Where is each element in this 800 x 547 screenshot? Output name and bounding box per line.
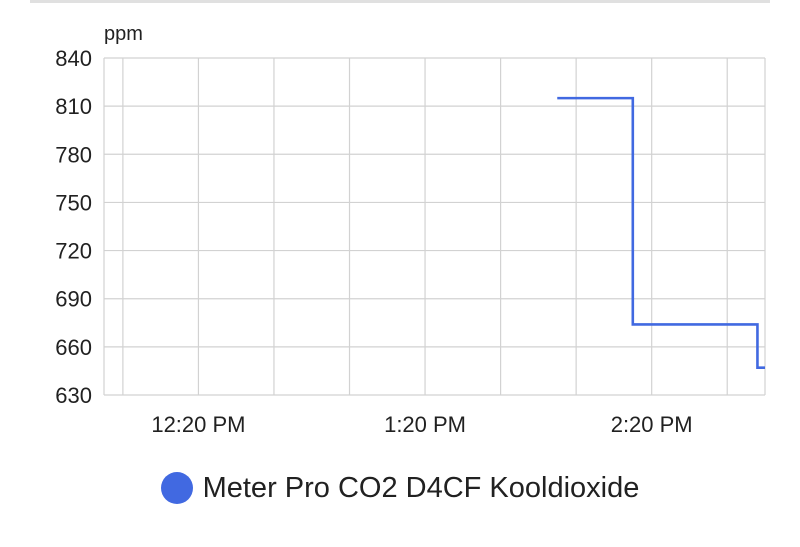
legend-item[interactable]: Meter Pro CO2 D4CF Kooldioxide [0, 468, 800, 508]
y-tick-label: 660 [55, 335, 92, 360]
legend-swatch-icon [160, 472, 193, 504]
grid [103, 57, 766, 396]
y-tick-label: 690 [55, 287, 92, 312]
x-axis-labels: 12:20 PM 1:20 PM 2:20 PM [151, 412, 692, 437]
y-axis-labels: 840 810 780 750 720 690 660 630 [55, 46, 92, 408]
series-line [557, 96, 765, 370]
series-lines [557, 96, 765, 370]
co2-line-chart: ppm 840 810 780 750 720 690 660 630 12:20 PM 1:2… [55, 23, 766, 437]
y-tick-label: 720 [55, 239, 92, 264]
y-tick-label: 630 [55, 383, 92, 408]
y-tick-label: 750 [55, 190, 92, 215]
y-tick-label: 840 [55, 46, 92, 71]
legend-label: Meter Pro CO2 D4CF Kooldioxide [202, 471, 640, 504]
top-divider [30, 0, 770, 3]
x-tick-label: 12:20 PM [151, 412, 245, 437]
x-tick-label: 2:20 PM [611, 412, 693, 437]
x-tick-label: 1:20 PM [384, 412, 466, 437]
y-axis-unit: ppm [104, 23, 143, 45]
y-tick-label: 810 [55, 94, 92, 119]
y-tick-label: 780 [55, 142, 92, 167]
